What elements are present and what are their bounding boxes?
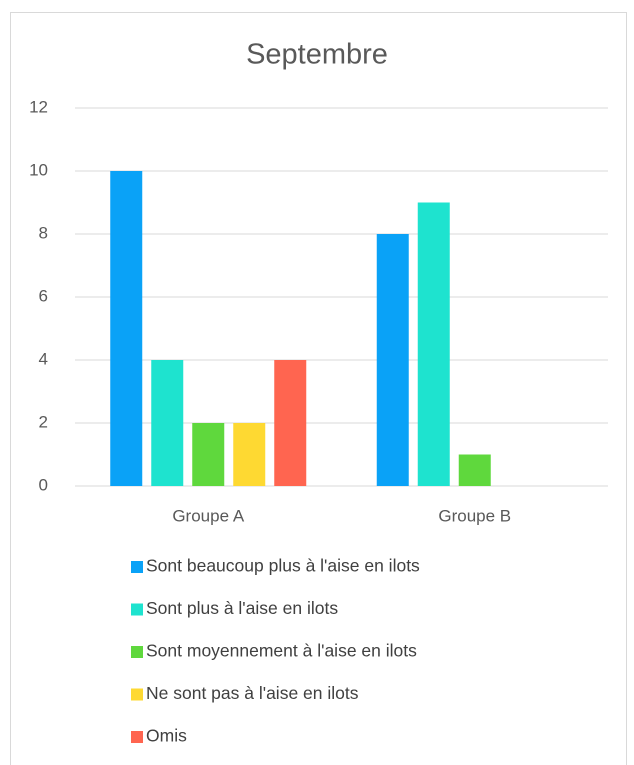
legend-swatch: [131, 646, 143, 658]
chart-title: Septembre: [246, 39, 388, 71]
legend-swatch: [131, 561, 143, 573]
bar: [417, 202, 450, 486]
y-tick-label: 0: [39, 475, 48, 494]
bar: [233, 423, 266, 486]
legend-swatch: [131, 603, 143, 616]
x-tick-label: Groupe B: [438, 506, 511, 525]
y-tick-label: 10: [29, 160, 48, 179]
y-tick-label: 4: [39, 349, 48, 368]
bar: [192, 423, 225, 486]
legend-label: Omis: [146, 726, 187, 746]
y-tick-label: 12: [29, 97, 48, 116]
legend-label: Ne sont pas à l'aise en ilots: [146, 683, 359, 703]
y-tick-label: 2: [39, 412, 48, 431]
bar: [151, 360, 184, 486]
bar: [110, 171, 143, 486]
y-tick-label: 8: [39, 223, 48, 242]
bar: [458, 454, 491, 486]
legend-swatch: [131, 731, 143, 743]
bar: [274, 360, 307, 486]
bar: [376, 234, 409, 486]
y-tick-label: 6: [39, 286, 48, 305]
chart-frame: [10, 12, 627, 765]
legend-label: Sont moyennement à l'aise en ilots: [146, 641, 417, 661]
legend-label: Sont plus à l'aise en ilots: [146, 598, 338, 618]
legend-label: Sont beaucoup plus à l'aise en ilots: [146, 556, 420, 576]
legend-swatch: [131, 688, 143, 701]
x-tick-label: Groupe A: [172, 506, 244, 525]
